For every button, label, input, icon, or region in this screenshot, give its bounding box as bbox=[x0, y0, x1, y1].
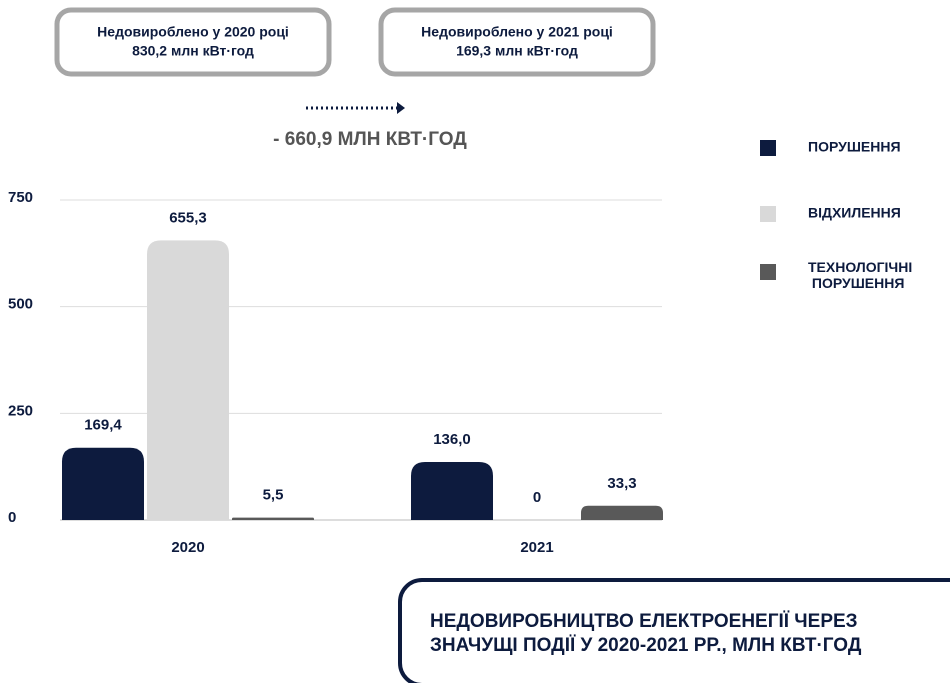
title-box bbox=[398, 578, 950, 683]
value-label: 5,5 bbox=[263, 487, 284, 504]
annotation-title: Недовироблено у 2021 році bbox=[421, 24, 613, 40]
arrow-head bbox=[397, 102, 405, 114]
bar bbox=[232, 517, 314, 520]
y-tick-label: 0 bbox=[8, 509, 16, 526]
x-tick-label: 2020 bbox=[171, 539, 204, 556]
x-tick-label: 2021 bbox=[520, 539, 553, 556]
y-tick-label: 750 bbox=[8, 189, 33, 206]
legend-label: ТЕХНОЛОГІЧНІ ПОРУШЕННЯ bbox=[808, 259, 912, 291]
y-tick-label: 250 bbox=[8, 402, 33, 419]
value-label: 136,0 bbox=[433, 431, 471, 448]
bar bbox=[147, 240, 229, 520]
value-label: 0 bbox=[533, 489, 541, 506]
legend-label: ВІДХИЛЕННЯ bbox=[808, 205, 901, 221]
annotation-value: 830,2 млн кВт·год bbox=[132, 43, 254, 59]
legend-swatch bbox=[760, 264, 776, 280]
value-label: 169,4 bbox=[84, 417, 122, 434]
annotation-box bbox=[54, 7, 332, 77]
value-label: 33,3 bbox=[607, 475, 636, 492]
legend-swatch bbox=[760, 206, 776, 222]
chart-title: НЕДОВИРОБНИЦТВО ЕЛЕКТРОЕНЕГІЇ ЧЕРЕЗ bbox=[430, 611, 858, 632]
value-label: 655,3 bbox=[169, 209, 207, 226]
bar bbox=[411, 461, 493, 520]
annotation-box bbox=[378, 7, 656, 77]
annotation-value: 169,3 млн кВт·год bbox=[456, 43, 578, 59]
bar bbox=[62, 447, 144, 520]
legend-label: ПОРУШЕННЯ bbox=[808, 139, 901, 155]
annotation-title: Недовироблено у 2020 році bbox=[97, 24, 289, 40]
chart-title: ЗНАЧУЩІ ПОДІЇ У 2020-2021 РР., МЛН КВТ·Г… bbox=[430, 635, 862, 656]
difference: - 660,9 МЛН КВТ·ГОД bbox=[273, 129, 467, 150]
legend-swatch bbox=[760, 140, 776, 156]
y-tick-label: 500 bbox=[8, 296, 33, 313]
bar bbox=[581, 505, 663, 520]
